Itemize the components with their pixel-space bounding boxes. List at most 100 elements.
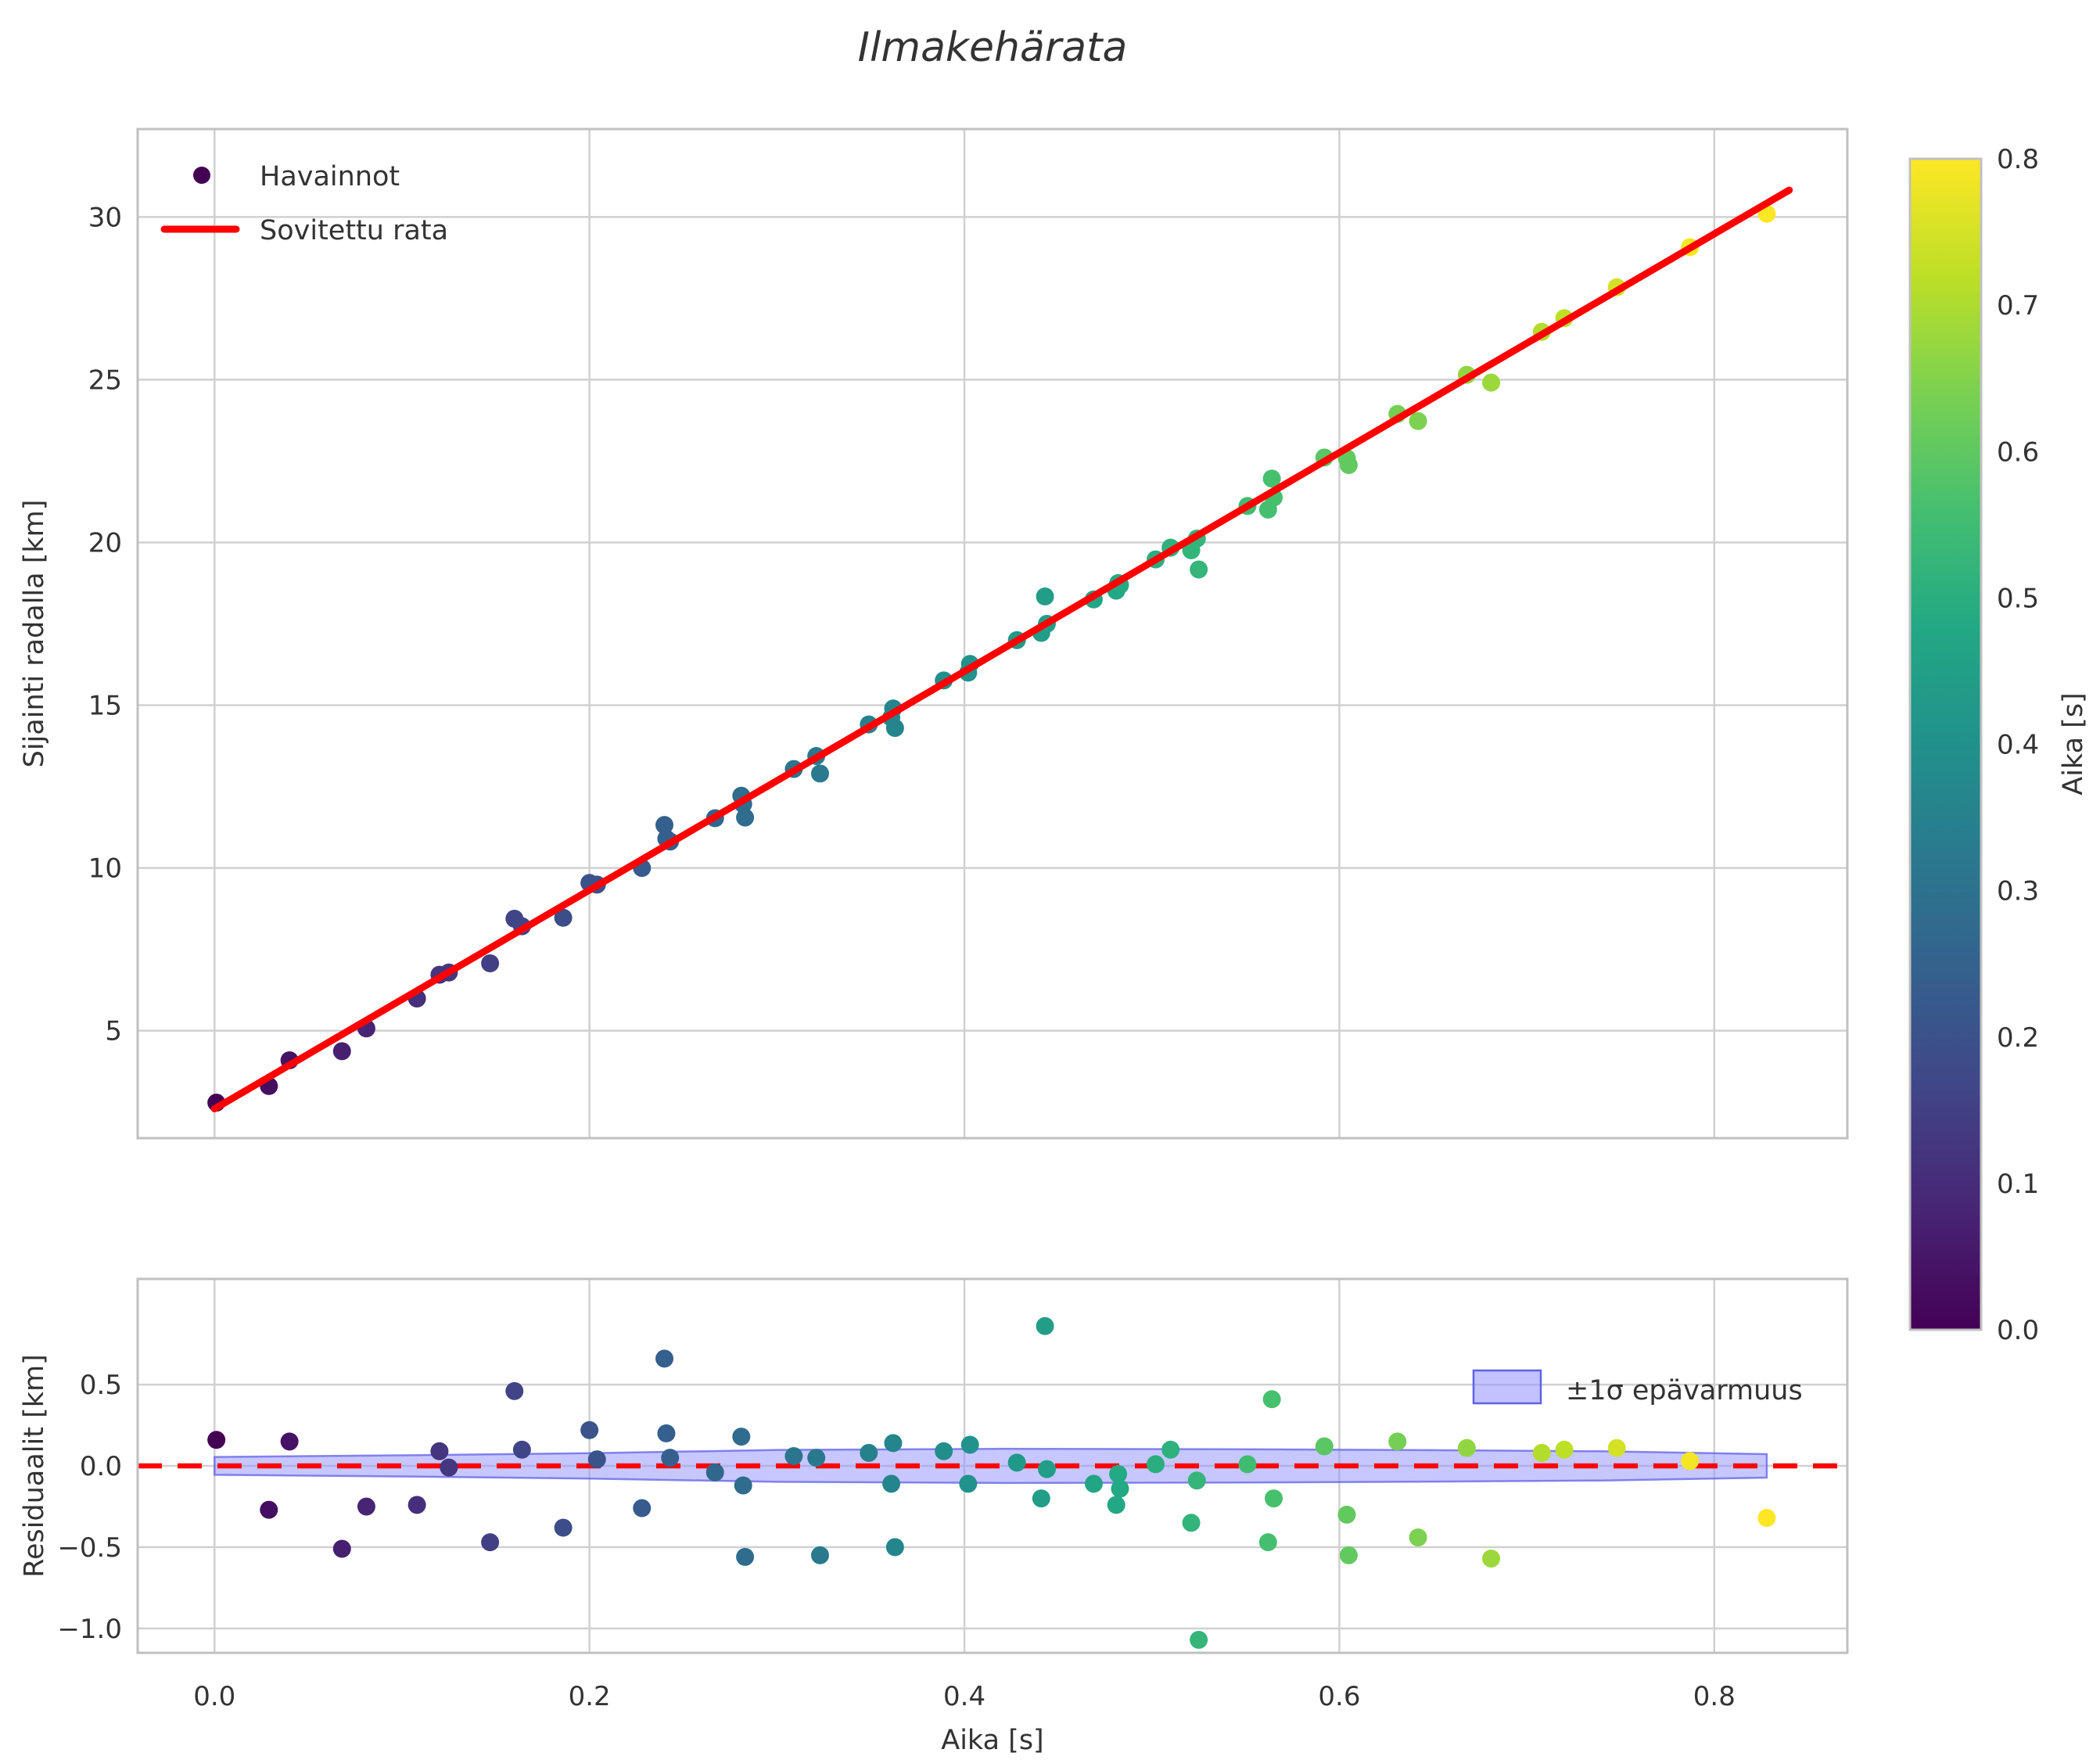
x-tick-label: 0.2 — [569, 1681, 611, 1712]
residual-point — [655, 1349, 674, 1368]
residual-point — [732, 1428, 751, 1446]
residual-point — [1036, 1316, 1054, 1335]
legend-observations-marker-icon — [193, 167, 210, 184]
residual-point — [280, 1432, 299, 1451]
residual-point — [1258, 1533, 1277, 1552]
legend-observations-label: Havainnot — [260, 161, 400, 192]
residual-point — [1482, 1549, 1501, 1568]
colorbar-tick-label: 0.1 — [1997, 1169, 2039, 1200]
main-axes-border — [136, 128, 1849, 1140]
residual-point — [1109, 1464, 1128, 1483]
residual-point — [1147, 1455, 1165, 1474]
residual-point — [736, 1547, 755, 1566]
residual-point — [587, 1450, 606, 1469]
colorbar: 0.0 0.1 0.2 0.3 0.4 0.5 0.6 0.7 0.8 — [1908, 144, 2039, 1346]
colorbar-tick-label: 0.8 — [1997, 144, 2039, 175]
residual-point — [807, 1449, 826, 1467]
residual-point — [935, 1442, 953, 1460]
fit-line-group — [210, 186, 1793, 1113]
x-tick-label: 0.6 — [1318, 1681, 1360, 1712]
residual-point — [357, 1497, 375, 1516]
residual-point — [512, 1440, 531, 1459]
residual-point — [1607, 1439, 1626, 1457]
colorbar-tick-label: 0.4 — [1997, 730, 2039, 761]
residual-point — [810, 1546, 829, 1564]
residual-point — [1262, 1390, 1281, 1409]
residual-point — [1339, 1546, 1358, 1564]
residual-point — [1265, 1489, 1283, 1508]
data-point — [481, 954, 500, 973]
residual-point — [960, 1435, 979, 1454]
residual-point — [505, 1381, 524, 1400]
residual-y-axis-label: Residuaalit [km] — [19, 1354, 50, 1578]
data-point — [1190, 560, 1208, 579]
residual-y-tick-label: −0.5 — [57, 1532, 122, 1564]
fit-line — [210, 186, 1793, 1113]
data-point — [1409, 411, 1427, 430]
residual-point — [882, 1474, 901, 1493]
residual-point — [661, 1449, 680, 1467]
residual-point — [1190, 1630, 1208, 1649]
residual-y-tick-label: 0.0 — [80, 1451, 122, 1482]
residual-point — [207, 1431, 226, 1449]
residual-point — [430, 1442, 449, 1460]
data-point — [1482, 373, 1501, 392]
residual-point — [1532, 1443, 1551, 1462]
legend-band-label: ±1σ epävarmuus — [1566, 1375, 1803, 1406]
main-y-tick-label: 10 — [88, 853, 122, 885]
residual-point — [1187, 1471, 1206, 1490]
colorbar-gradient — [1908, 157, 1983, 1331]
residual-y-tick-label: 0.5 — [80, 1370, 122, 1401]
residual-point — [860, 1443, 878, 1462]
main-y-axis-label: Sijainti radalla [km] — [19, 500, 50, 768]
residual-point — [633, 1499, 652, 1518]
main-y-tick-label: 20 — [88, 527, 122, 559]
residual-point — [1337, 1505, 1356, 1524]
residual-point — [1238, 1455, 1257, 1474]
colorbar-tick-label: 0.6 — [1997, 436, 2039, 468]
chart-title: Ilmakehärata — [858, 24, 1128, 71]
residual-point — [1388, 1432, 1407, 1451]
data-point — [1262, 469, 1281, 488]
main-y-tick-label: 5 — [105, 1016, 122, 1047]
residual-point — [1038, 1460, 1057, 1478]
residual-point — [1182, 1514, 1201, 1532]
x-axis-label: Aika [s] — [941, 1725, 1043, 1756]
main-legend: Havainnot Sovitettu rata — [160, 161, 448, 246]
colorbar-label: Aika [s] — [2058, 692, 2089, 795]
residual-point — [1032, 1489, 1050, 1508]
colorbar-tick-label: 0.5 — [1997, 583, 2039, 614]
residual-point — [1757, 1509, 1776, 1528]
main-y-tick-label: 25 — [88, 365, 122, 396]
legend-band-swatch-icon — [1472, 1369, 1542, 1405]
data-point — [554, 908, 573, 927]
residual-point — [1681, 1452, 1700, 1471]
residual-point — [580, 1421, 599, 1439]
residual-point — [260, 1500, 278, 1519]
data-point — [736, 808, 755, 827]
colorbar-tick-label: 0.0 — [1997, 1315, 2039, 1346]
residual-legend: ±1σ epävarmuus — [1472, 1369, 1803, 1406]
main-y-tick-label: 30 — [88, 202, 122, 233]
x-tick-label: 0.8 — [1693, 1681, 1736, 1712]
residual-point — [657, 1424, 676, 1442]
residual-point — [1111, 1479, 1129, 1498]
data-point — [885, 719, 904, 738]
x-tick-label: 0.0 — [193, 1681, 235, 1712]
residual-point — [481, 1533, 500, 1552]
axes-spines — [136, 128, 1849, 1654]
residual-point — [1007, 1453, 1026, 1472]
residual-point — [1107, 1496, 1125, 1514]
residual-point — [1084, 1474, 1103, 1493]
data-point — [332, 1042, 351, 1061]
colorbar-tick-label: 0.7 — [1997, 290, 2039, 321]
residual-point — [332, 1539, 351, 1558]
residual-point — [407, 1496, 426, 1514]
residual-scatter-points — [207, 1316, 1776, 1649]
residual-point — [1161, 1440, 1180, 1459]
residual-point — [885, 1538, 904, 1557]
main-grid — [138, 129, 1847, 1138]
tick-labels: 5 10 15 20 25 30 0.5 0.0 −0.5 −1.0 0.0 0.2 0.4 0.6 0.8 — [57, 202, 1735, 1712]
residual-point — [1555, 1440, 1574, 1459]
colorbar-tick-label: 0.2 — [1997, 1022, 2039, 1054]
